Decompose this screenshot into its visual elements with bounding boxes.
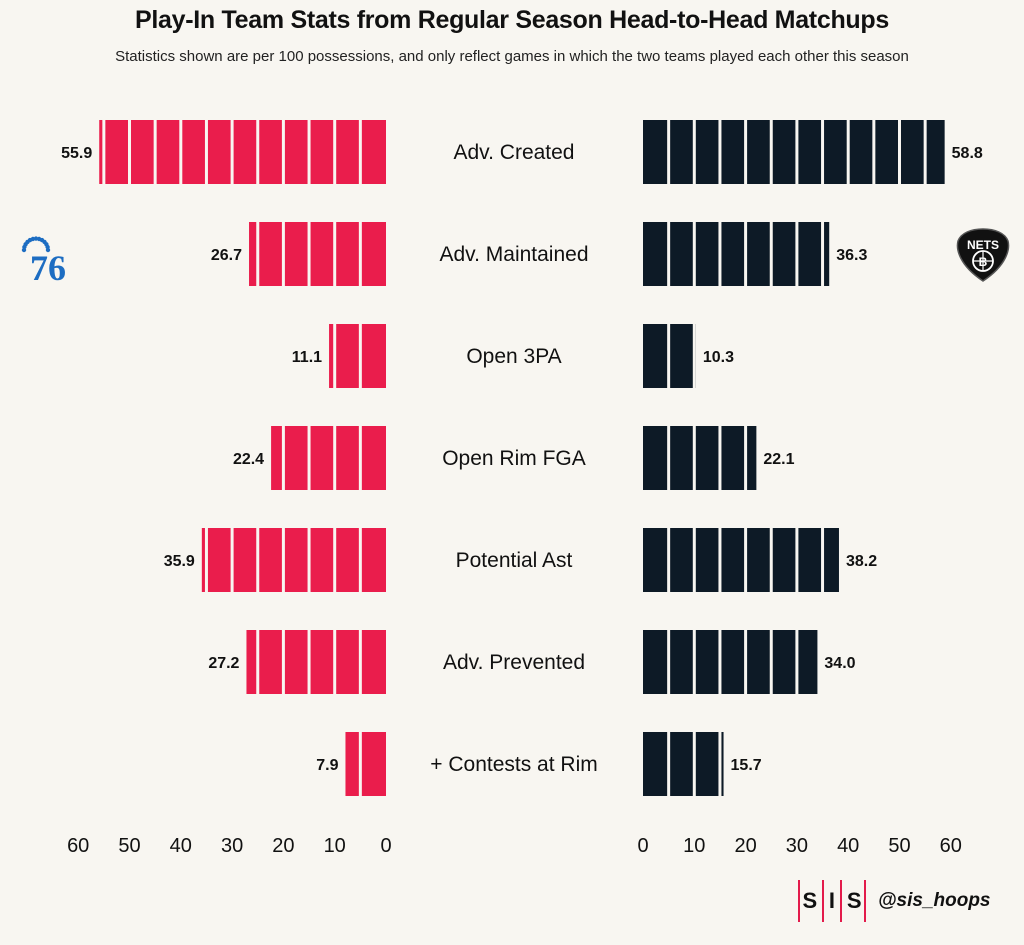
right-value-label: 22.1 — [763, 451, 794, 468]
left-bar-6 — [345, 732, 386, 796]
left-value-label: 11.1 — [292, 349, 322, 366]
left-bar-0 — [99, 120, 386, 184]
right-bar-4 — [643, 528, 839, 592]
category-label: + Contests at Rim — [430, 753, 597, 776]
right-bar-3 — [643, 426, 757, 490]
right-axis-tick: 20 — [734, 835, 756, 857]
right-bar-5 — [643, 630, 818, 694]
right-axis-tick: 10 — [683, 835, 705, 857]
nets-logo: NETS B — [956, 228, 1010, 282]
right-bar-6 — [643, 732, 724, 796]
left-bar-4 — [201, 528, 386, 592]
left-bar-2 — [329, 324, 386, 388]
left-axis-tick: 30 — [221, 835, 243, 857]
sis-letter: I — [828, 888, 836, 913]
left-axis-tick: 0 — [380, 835, 391, 857]
sis-letter: S — [802, 888, 818, 913]
category-label: Adv. Maintained — [439, 243, 588, 266]
category-label: Potential Ast — [456, 549, 573, 572]
left-bar-5 — [246, 630, 386, 694]
svg-text:NETS: NETS — [967, 238, 999, 252]
right-bar-1 — [643, 222, 830, 286]
left-axis-tick: 20 — [272, 835, 294, 857]
left-axis-tick: 60 — [67, 835, 89, 857]
right-axis-tick: 50 — [888, 835, 910, 857]
chart-subtitle: Statistics shown are per 100 possessions… — [115, 48, 909, 65]
right-value-label: 58.8 — [952, 145, 983, 162]
left-axis-tick: 40 — [170, 835, 192, 857]
right-value-label: 10.3 — [703, 349, 734, 366]
footer-branding: S I S @sis_hoops — [794, 876, 1009, 926]
right-axis-tick: 30 — [786, 835, 808, 857]
category-label: Open 3PA — [466, 345, 561, 368]
twitter-handle: @sis_hoops — [878, 890, 991, 911]
right-axis-tick: 0 — [637, 835, 648, 857]
right-axis-tick: 40 — [837, 835, 859, 857]
category-label: Adv. Prevented — [443, 651, 585, 674]
svg-text:B: B — [979, 255, 988, 269]
category-label: Adv. Created — [453, 141, 574, 164]
right-value-label: 38.2 — [846, 553, 877, 570]
left-value-label: 7.9 — [316, 757, 338, 774]
left-value-label: 26.7 — [211, 247, 242, 264]
right-value-label: 15.7 — [731, 757, 762, 774]
left-value-label: 35.9 — [164, 553, 195, 570]
left-bar-3 — [271, 426, 386, 490]
right-value-label: 36.3 — [836, 247, 867, 264]
left-value-label: 22.4 — [233, 451, 264, 468]
right-axis-tick: 60 — [940, 835, 962, 857]
left-axis-tick: 10 — [324, 835, 346, 857]
sixers-76-logo: 76 — [21, 236, 66, 286]
left-bar-1 — [249, 222, 386, 286]
sis-logo: S I S — [798, 880, 866, 922]
right-value-label: 34.0 — [824, 655, 855, 672]
left-value-label: 55.9 — [61, 145, 92, 162]
left-axis-tick: 50 — [118, 835, 140, 857]
category-label: Open Rim FGA — [442, 447, 586, 470]
left-value-label: 27.2 — [208, 655, 239, 672]
chart-title: Play-In Team Stats from Regular Season H… — [135, 6, 889, 34]
svg-text:76: 76 — [30, 248, 66, 286]
sis-letter: S — [846, 888, 862, 913]
